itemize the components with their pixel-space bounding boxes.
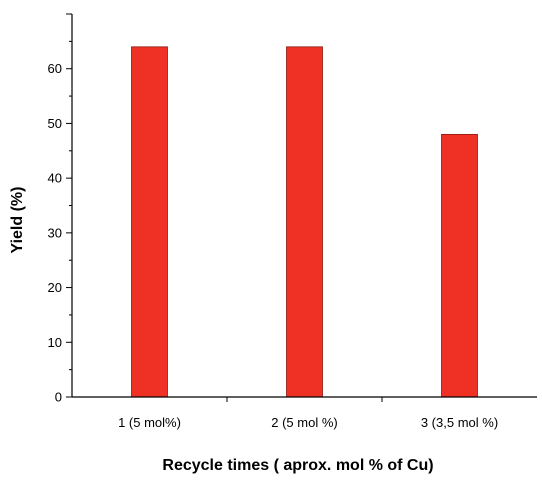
bar: [441, 133, 478, 398]
x-tick-label: 1 (5 mol%): [118, 415, 181, 430]
y-tick-label: 20: [48, 280, 62, 295]
y-tick-label: 50: [48, 116, 62, 131]
x-tick-label: 2 (5 mol %): [271, 415, 337, 430]
y-tick-label: 30: [48, 225, 62, 240]
x-tick-label: 3 (3,5 mol %): [421, 415, 498, 430]
x-axis-title: Recycle times ( aprox. mol % of Cu): [162, 457, 433, 474]
x-ticks-layer: 1 (5 mol%) 2 (5 mol %) 3 (3,5 mol %): [118, 397, 498, 430]
bar: [286, 46, 323, 398]
y-tick-label: 10: [48, 335, 62, 350]
y-tick-label: 0: [55, 390, 62, 405]
bar: [131, 46, 168, 398]
y-axis-title: Yield (%): [9, 187, 26, 254]
y-tick-label: 40: [48, 171, 62, 186]
y-ticks-layer: 0 10 20 30 40 50 60: [48, 13, 72, 405]
y-tick-label: 60: [48, 61, 62, 76]
bars-layer: [131, 46, 478, 398]
